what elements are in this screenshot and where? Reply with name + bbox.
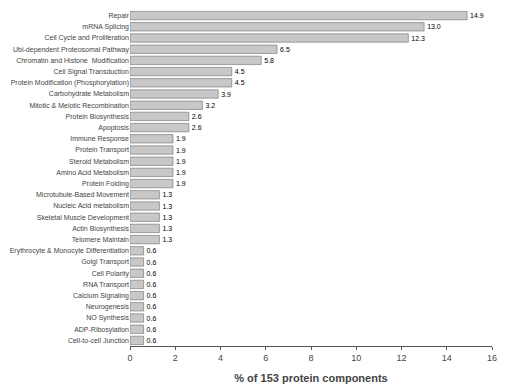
svg-text:1.9: 1.9 (176, 180, 186, 187)
svg-text:Cell Cycle and Proliferation: Cell Cycle and Proliferation (45, 34, 130, 42)
svg-text:0.6: 0.6 (147, 337, 157, 344)
svg-text:0.6: 0.6 (147, 247, 157, 254)
svg-text:12: 12 (396, 353, 406, 363)
svg-text:2.6: 2.6 (192, 113, 202, 120)
svg-text:14: 14 (442, 353, 452, 363)
svg-text:Carbohydrate Metabolism: Carbohydrate Metabolism (49, 90, 129, 98)
svg-text:NO Synthesis: NO Synthesis (86, 314, 129, 322)
svg-text:4.5: 4.5 (235, 79, 245, 86)
svg-text:0.6: 0.6 (147, 315, 157, 322)
svg-text:Immune Response: Immune Response (70, 135, 129, 143)
svg-text:6: 6 (263, 353, 268, 363)
svg-text:1.3: 1.3 (162, 236, 172, 243)
svg-text:Microtubule-Based Movement: Microtubule-Based Movement (36, 191, 129, 198)
svg-text:Mitotic & Meiotic Recombinatio: Mitotic & Meiotic Recombination (29, 102, 129, 109)
svg-text:ADP-Ribosylation: ADP-Ribosylation (74, 326, 129, 334)
svg-text:Steroid Metabolism: Steroid Metabolism (69, 158, 129, 165)
svg-text:2: 2 (173, 353, 178, 363)
svg-text:16: 16 (487, 353, 497, 363)
svg-text:1.9: 1.9 (176, 169, 186, 176)
svg-text:1.9: 1.9 (176, 147, 186, 154)
svg-text:2.6: 2.6 (192, 124, 202, 131)
svg-text:Protein Biosynthesis: Protein Biosynthesis (66, 113, 130, 121)
svg-text:Golgi Transport: Golgi Transport (81, 258, 129, 266)
svg-text:Amino Acid Metabolism: Amino Acid Metabolism (56, 169, 129, 176)
svg-text:4.5: 4.5 (235, 68, 245, 75)
svg-text:Repair: Repair (108, 12, 129, 20)
svg-text:1.3: 1.3 (162, 191, 172, 198)
svg-text:Ubi-dependent Proteosomal Path: Ubi-dependent Proteosomal Pathway (13, 46, 129, 54)
svg-text:0: 0 (127, 353, 132, 363)
svg-text:Telomere Maintain: Telomere Maintain (72, 236, 129, 243)
svg-text:1.9: 1.9 (176, 135, 186, 142)
svg-text:Actin Biosynthesis: Actin Biosynthesis (72, 225, 129, 233)
svg-text:8: 8 (308, 353, 313, 363)
svg-text:0.6: 0.6 (147, 292, 157, 299)
svg-text:12.3: 12.3 (411, 35, 425, 42)
svg-text:1.3: 1.3 (162, 214, 172, 221)
svg-text:1.3: 1.3 (162, 203, 172, 210)
svg-text:mRNA Splicing: mRNA Splicing (82, 23, 129, 31)
svg-text:Neurogenesis: Neurogenesis (86, 303, 130, 311)
svg-text:14.9: 14.9 (470, 12, 484, 19)
svg-text:0.6: 0.6 (147, 270, 157, 277)
svg-text:13.0: 13.0 (427, 23, 441, 30)
svg-text:5.8: 5.8 (264, 57, 274, 64)
svg-text:Erythrocyte & Monocyte Differe: Erythrocyte & Monocyte Differentiation (10, 247, 129, 255)
svg-text:RNA Transport: RNA Transport (83, 281, 129, 289)
svg-text:10: 10 (351, 353, 361, 363)
svg-text:Protein Modification (Phosphor: Protein Modification (Phosphorylation) (11, 79, 129, 87)
svg-text:Cell Polarity: Cell Polarity (92, 270, 130, 278)
svg-text:Protein Transport: Protein Transport (75, 146, 129, 154)
svg-text:Cell-to-cell Junction: Cell-to-cell Junction (68, 337, 129, 344)
svg-text:Apoptosis: Apoptosis (98, 124, 129, 132)
svg-text:1.9: 1.9 (176, 158, 186, 165)
svg-text:3.9: 3.9 (221, 91, 231, 98)
svg-text:Skeletal Muscle Development: Skeletal Muscle Development (37, 214, 129, 222)
svg-text:0.6: 0.6 (147, 303, 157, 310)
svg-text:0.6: 0.6 (147, 326, 157, 333)
svg-text:0.6: 0.6 (147, 281, 157, 288)
svg-text:6.5: 6.5 (280, 46, 290, 53)
svg-text:Calcium Signaling: Calcium Signaling (73, 292, 129, 300)
svg-text:0.6: 0.6 (147, 259, 157, 266)
svg-text:Nucleic Acid metabolism: Nucleic Acid metabolism (53, 202, 129, 209)
svg-text:3.2: 3.2 (205, 102, 215, 109)
svg-text:Chromatin and Histone Modific: Chromatin and Histone Modification (16, 57, 129, 64)
svg-text:Cell Signal Transduction: Cell Signal Transduction (54, 68, 130, 76)
svg-text:Protein Folding: Protein Folding (82, 180, 129, 188)
svg-text:% of 153 protein components: % of 153 protein components (234, 372, 387, 384)
svg-text:1.3: 1.3 (162, 225, 172, 232)
svg-text:4: 4 (218, 353, 223, 363)
